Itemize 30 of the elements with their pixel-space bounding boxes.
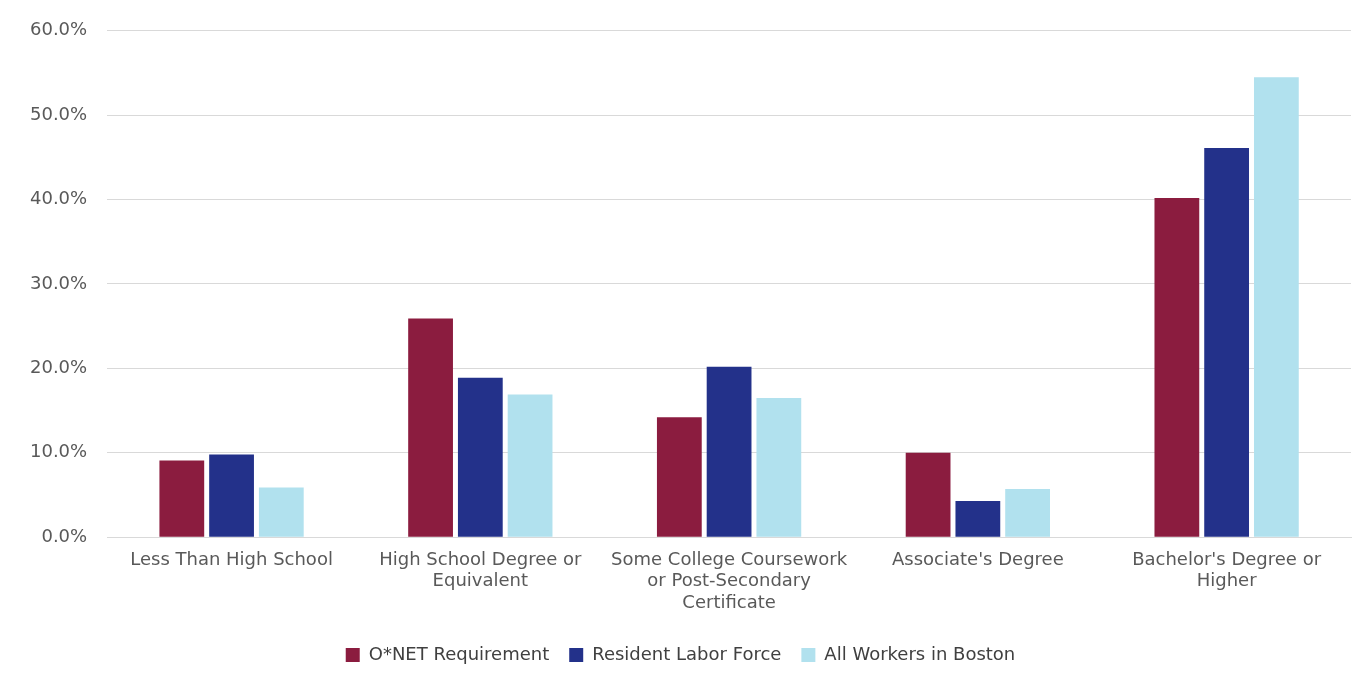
y-tick-label: 0.0%	[41, 524, 88, 546]
bar	[1253, 77, 1299, 537]
bar	[1005, 489, 1050, 537]
y-tick-label: 40.0%	[29, 187, 88, 209]
x-tick-label: Associate's Degree	[892, 547, 1064, 569]
x-tick-label: Some College Coursework or Post-Secondary Certificate	[611, 547, 848, 612]
legend-label: All Workers in Boston	[824, 642, 1016, 664]
bar	[159, 460, 205, 537]
legend-label: O*NET Requirement	[368, 642, 550, 664]
x-tick-label: High School Degree or Equivalent	[379, 547, 583, 591]
bar	[1154, 197, 1200, 537]
bar	[756, 397, 802, 537]
bar	[955, 500, 1001, 537]
bar	[507, 394, 553, 537]
legend-label: Resident Labor Force	[592, 642, 782, 664]
x-tick-label: Bachelor's Degree or Higher	[1132, 547, 1322, 591]
bar	[408, 318, 453, 537]
y-tick-label: 30.0%	[29, 271, 88, 293]
bar	[1204, 148, 1250, 537]
bar	[258, 487, 304, 537]
y-tick-label: 60.0%	[29, 18, 88, 40]
y-tick-label: 20.0%	[29, 356, 88, 378]
bar	[905, 452, 951, 537]
bar	[656, 417, 702, 537]
bar	[706, 366, 752, 537]
x-tick-label: Less Than High School	[130, 547, 333, 569]
y-tick-label: 50.0%	[29, 102, 88, 124]
bar	[209, 454, 254, 537]
bar	[457, 377, 503, 537]
y-tick-label: 10.0%	[29, 440, 88, 462]
